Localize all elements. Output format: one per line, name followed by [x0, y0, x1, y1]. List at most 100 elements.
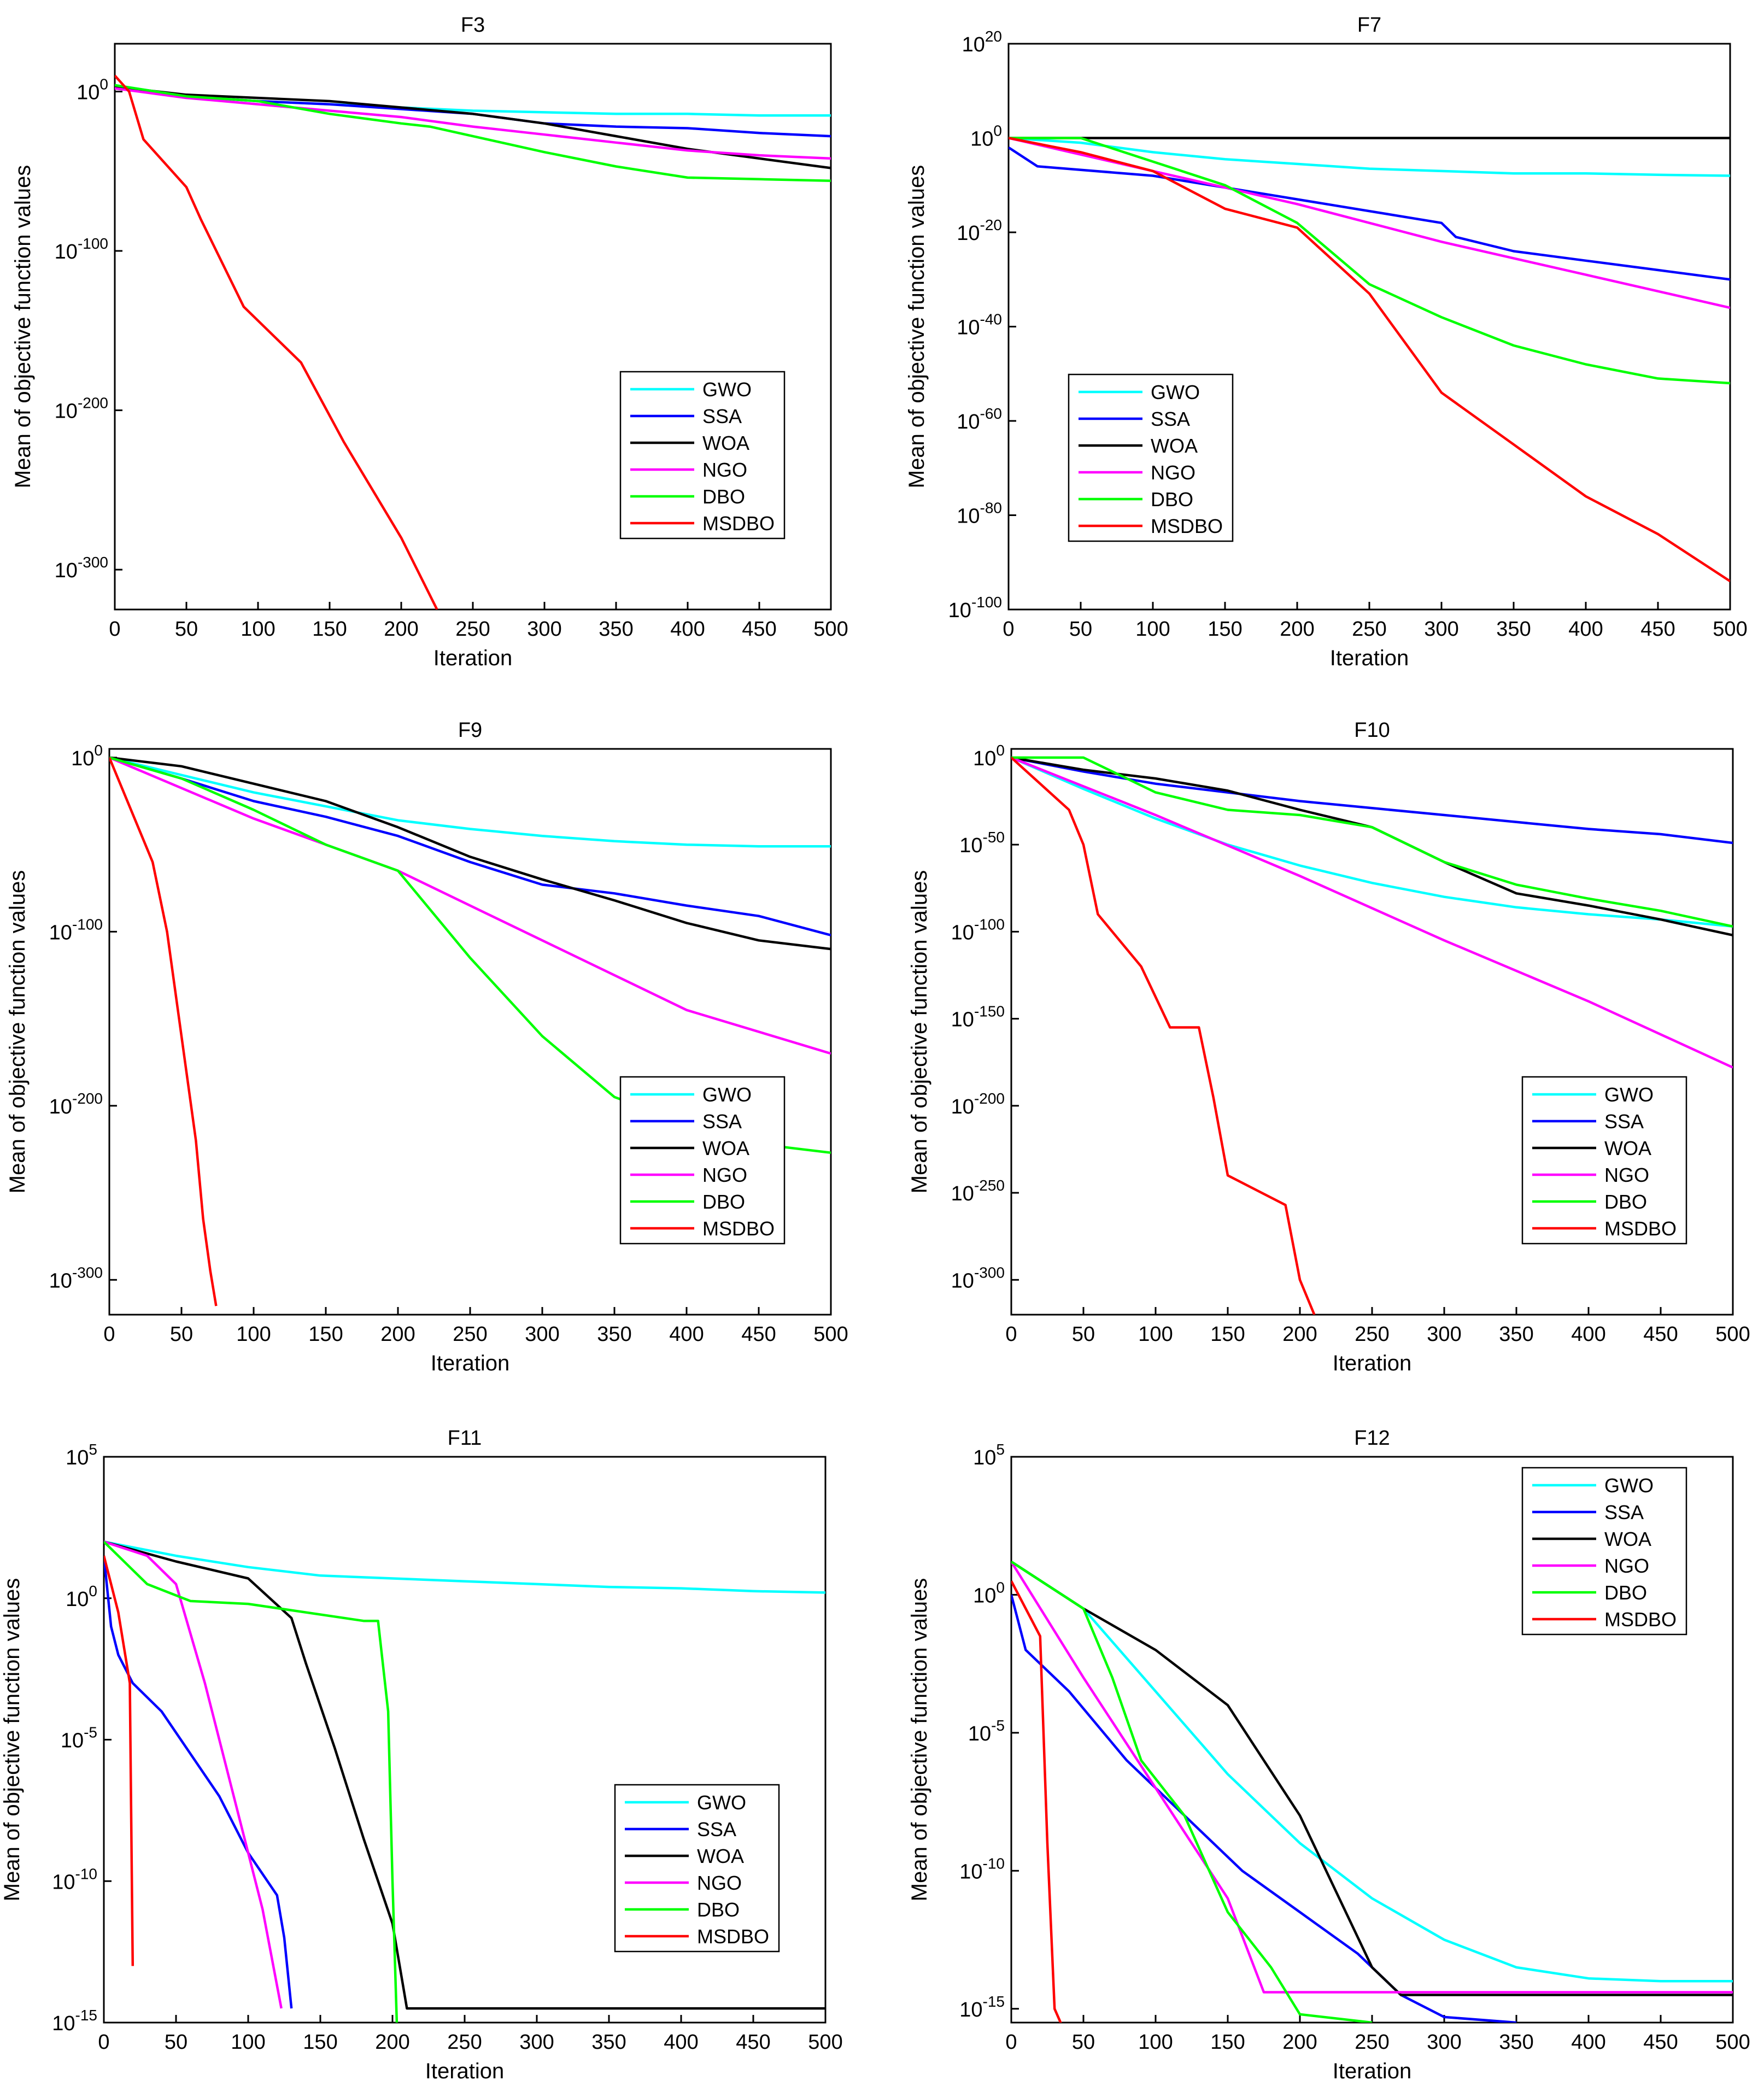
series-line-gwo: [1011, 756, 1733, 928]
legend-label-gwo: GWO: [697, 1791, 746, 1814]
panel-f12: F12 0 50 100 150 200 250 300 350 400 450 500 105 100 1…: [907, 1427, 1750, 2083]
x-axis-label: Iteration: [1333, 2059, 1412, 2083]
x-axis-label: Iteration: [431, 1351, 510, 1375]
y-tick-label: 100: [77, 75, 108, 104]
x-tick-label: 500: [808, 2031, 842, 2054]
x-tick-label: 450: [736, 2031, 770, 2054]
legend: GWO SSA WOA NGO DBO MSDBO: [619, 371, 786, 540]
x-tick-label: 200: [375, 2031, 409, 2054]
x-tick-label: 350: [599, 618, 633, 641]
chart-title: F11: [448, 1427, 482, 1450]
series-line-ssa: [104, 1555, 293, 2009]
y-tick-label: 10-20: [957, 216, 1002, 245]
series-line-woa: [1011, 1561, 1733, 1996]
series-line-msdbo: [1011, 757, 1316, 1315]
x-tick-label: 500: [1713, 618, 1747, 641]
panel-f10: F10 0 50 100 150 200 250 300 350 400 450 500 100 10-5…: [907, 719, 1750, 1375]
x-tick-label: 400: [1571, 2031, 1605, 2054]
x-tick-label: 50: [1072, 2031, 1095, 2054]
y-tick-label: 100: [66, 1583, 97, 1611]
x-tick-label: 100: [1138, 1323, 1173, 1346]
series-line-ngo: [115, 87, 831, 160]
x-tick-label: 300: [1427, 2031, 1461, 2054]
x-tick-label: 500: [813, 1323, 848, 1346]
x-tick-label: 50: [1072, 1323, 1095, 1346]
x-tick-label: 350: [1496, 618, 1531, 641]
legend-label-woa: WOA: [1604, 1528, 1651, 1550]
series-line-woa: [109, 756, 831, 951]
chart-title: F12: [1354, 1427, 1390, 1450]
legend-label-ssa: SSA: [1151, 408, 1190, 430]
panel-f11: F11 0 50 100 150 200 250 300 350 400 450 500 105 100 1…: [0, 1427, 843, 2083]
series-line-ngo: [1011, 1561, 1733, 1994]
x-tick-label: 300: [1424, 618, 1458, 641]
y-tick-label: 10-80: [957, 500, 1002, 528]
legend-label-ngo: NGO: [1604, 1164, 1649, 1186]
x-axis-label: Iteration: [425, 2059, 505, 2083]
y-axis-label: Mean of objective function values: [11, 165, 35, 488]
series-line-dbo: [1011, 756, 1733, 928]
y-tick-label: 10-100: [49, 916, 103, 944]
x-tick-label: 350: [591, 2031, 626, 2054]
series-line-ngo: [109, 756, 831, 1055]
x-axis-label: Iteration: [1333, 1351, 1412, 1375]
x-tick-label: 250: [1355, 1323, 1389, 1346]
legend-box: [619, 1076, 786, 1245]
x-tick-label: 100: [1138, 2031, 1173, 2054]
y-tick-label: 10-15: [52, 2007, 97, 2035]
legend: GWO SSA WOA NGO DBO MSDBO: [1068, 373, 1234, 542]
x-tick-label: 0: [1005, 2031, 1017, 2054]
legend-label-dbo: DBO: [1604, 1191, 1647, 1213]
x-tick-label: 250: [455, 618, 490, 641]
legend-label-msdbo: MSDBO: [1604, 1217, 1677, 1240]
y-tick-label: 100: [973, 742, 1005, 770]
series-line-gwo: [1009, 137, 1730, 177]
legend-box: [619, 371, 786, 540]
legend-label-dbo: DBO: [1604, 1581, 1647, 1604]
y-tick-label: 1020: [962, 28, 1002, 56]
x-tick-label: 250: [1352, 618, 1386, 641]
panel-f9: F9 0 50 100 150 200 250 300 350 400 450 500 100 10-10…: [5, 719, 848, 1375]
x-tick-label: 400: [670, 618, 705, 641]
x-tick-label: 500: [813, 618, 848, 641]
x-tick-label: 450: [1640, 618, 1675, 641]
legend-label-gwo: GWO: [702, 378, 752, 401]
y-tick-label: 10-100: [55, 235, 108, 263]
y-tick-label: 10-200: [951, 1090, 1005, 1118]
legend-label-msdbo: MSDBO: [702, 1217, 775, 1240]
chart-title: F9: [458, 719, 482, 742]
legend-label-ngo: NGO: [1604, 1555, 1649, 1577]
x-tick-label: 350: [597, 1323, 631, 1346]
legend-label-msdbo: MSDBO: [702, 512, 775, 535]
legend-label-ssa: SSA: [1604, 1501, 1644, 1523]
y-tick-label: 10-10: [959, 1855, 1005, 1883]
y-axis-label: Mean of objective function values: [907, 870, 931, 1193]
x-tick-label: 350: [1499, 1323, 1533, 1346]
x-tick-label: 0: [103, 1323, 115, 1346]
y-axis-label: Mean of objective function values: [0, 1578, 24, 1901]
legend: GWO SSA WOA NGO DBO MSDBO: [1521, 1467, 1687, 1636]
legend-label-gwo: GWO: [1151, 381, 1200, 403]
series-line-msdbo: [1011, 1580, 1062, 2023]
chart-title: F7: [1357, 14, 1381, 37]
series-line-msdbo: [104, 1555, 134, 1966]
series-line-dbo: [1011, 1561, 1373, 2023]
x-tick-label: 500: [1715, 2031, 1750, 2054]
x-axis-label: Iteration: [1330, 646, 1409, 670]
legend-box: [614, 1784, 780, 1953]
legend-label-ssa: SSA: [1604, 1110, 1644, 1133]
series-line-gwo: [109, 756, 831, 848]
x-tick-label: 50: [1069, 618, 1092, 641]
x-axis-label: Iteration: [433, 646, 513, 670]
legend-label-ssa: SSA: [702, 405, 742, 427]
legend-label-ngo: NGO: [702, 1164, 747, 1186]
legend: GWO SSA WOA NGO DBO MSDBO: [1521, 1076, 1687, 1245]
series-line-gwo: [104, 1540, 825, 1594]
x-tick-label: 250: [1355, 2031, 1389, 2054]
x-tick-label: 300: [525, 1323, 559, 1346]
x-tick-label: 450: [1643, 1323, 1678, 1346]
x-tick-label: 450: [1643, 2031, 1678, 2054]
y-tick-label: 10-10: [52, 1865, 97, 1894]
y-tick-label: 10-100: [948, 594, 1002, 622]
x-tick-label: 200: [1282, 2031, 1317, 2054]
